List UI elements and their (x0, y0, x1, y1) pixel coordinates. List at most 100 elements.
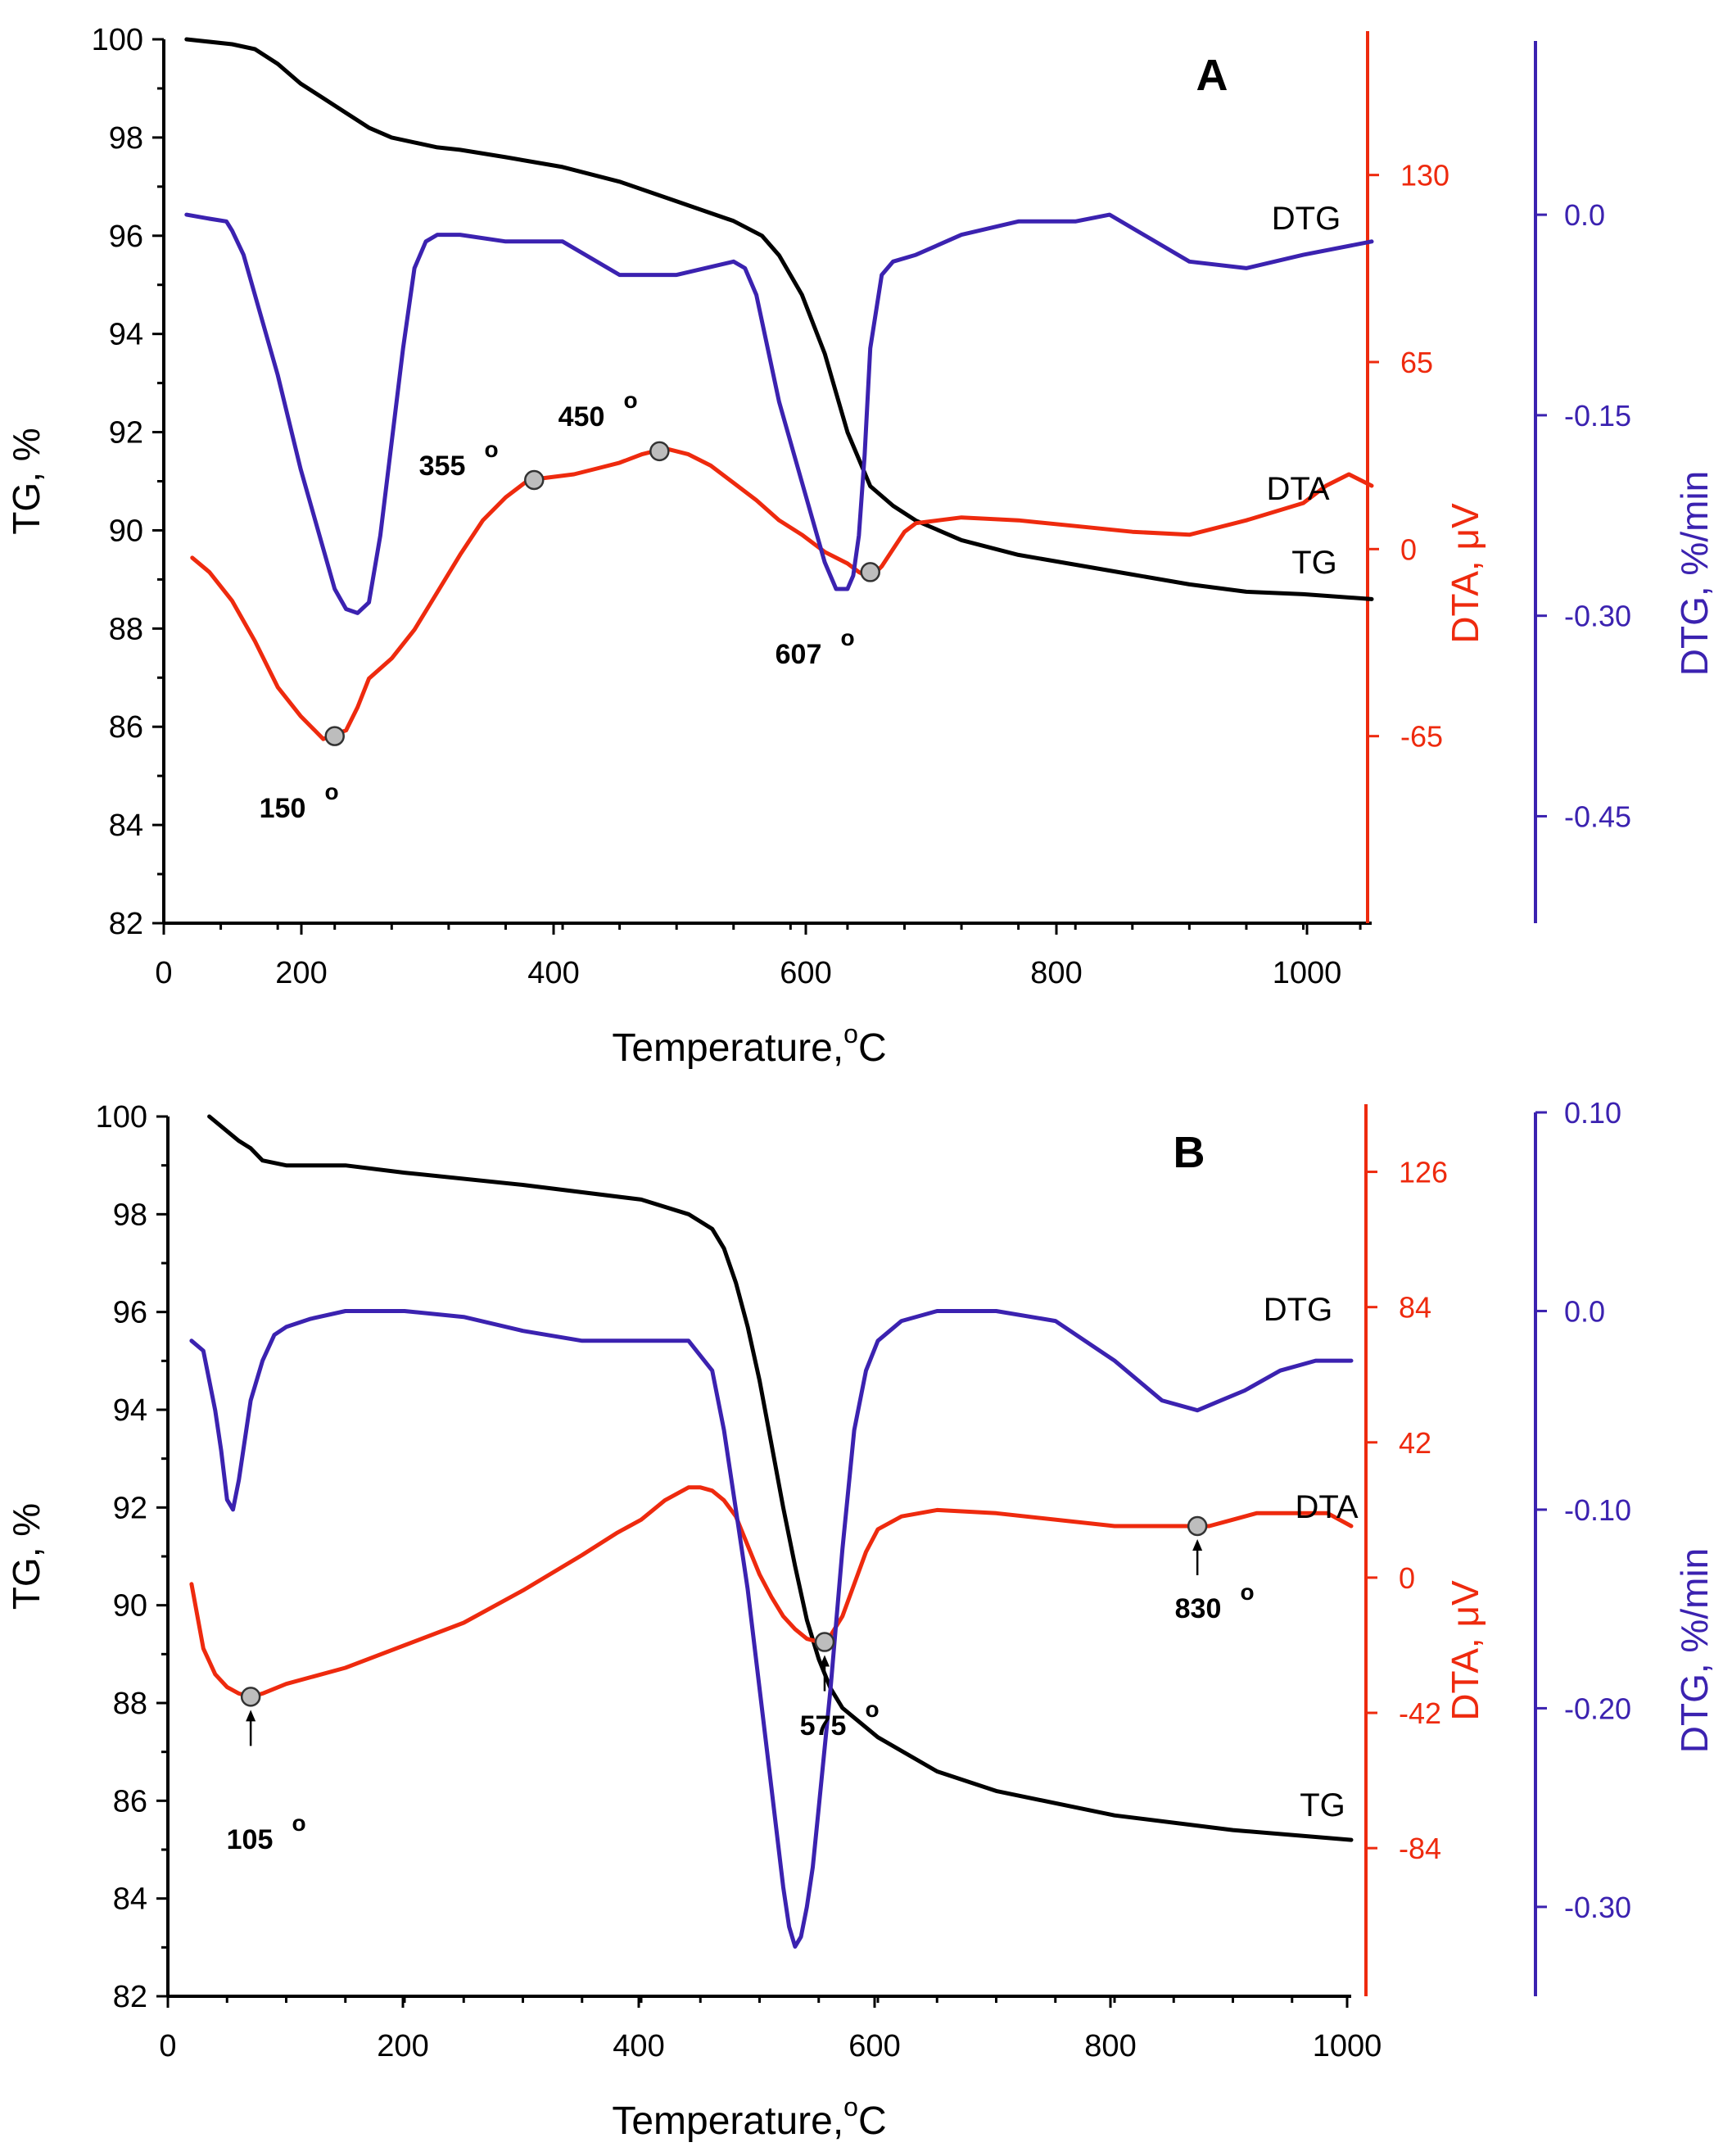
y-dtg-tick-label: -0.15 (1564, 399, 1631, 433)
y-left-tick-label: 94 (109, 318, 143, 352)
x-tick-label: 0 (159, 2029, 176, 2063)
y-dtg-tick-label: 0.0 (1564, 198, 1605, 232)
y-left-tick-label: 94 (113, 1393, 147, 1428)
annotation-marker (324, 726, 345, 746)
y-dta-tick-label: -84 (1399, 1832, 1441, 1865)
annotation-label: 830 (1175, 1593, 1222, 1624)
x-tick-label: 1000 (1313, 2029, 1382, 2063)
curve-label-tg: TG (1291, 545, 1337, 581)
annotation-marker (814, 1632, 835, 1652)
annotation-degree: o (1240, 1579, 1254, 1605)
x-axis-title: Temperature,oC (612, 1019, 886, 1070)
y-left-tick-label: 82 (113, 1980, 147, 2014)
annotation-label: 150 (260, 793, 306, 824)
y-left-tick-label: 96 (109, 220, 143, 254)
annotation-degree: o (292, 1810, 305, 1836)
x-tick-label: 0 (155, 956, 172, 990)
y-dta-tick-label: 0 (1400, 532, 1417, 566)
annotation-arrowhead (819, 1655, 830, 1667)
annotation-marker (860, 562, 880, 582)
y-left-tick-label: 98 (109, 121, 143, 156)
y-left-axis-title: TG, % (5, 428, 47, 534)
curve-label-dtg: DTG (1264, 1292, 1332, 1328)
x-tick-label: 800 (1030, 956, 1082, 990)
annotation-label: 575 (800, 1710, 847, 1742)
y-dta-tick-label: 84 (1399, 1291, 1431, 1325)
y-dtg-tick-label: -0.20 (1564, 1692, 1631, 1725)
y-dta-axis-title: DTA, μV (1444, 503, 1486, 644)
annotation-label: 105 (227, 1824, 274, 1855)
y-dtg-axis-title: DTG, %/min (1673, 471, 1716, 676)
y-dta-tick-label: 65 (1400, 346, 1433, 379)
y-left-tick-label: 98 (113, 1198, 147, 1232)
panel-label: B (1174, 1128, 1205, 1177)
x-tick-label: 400 (613, 2029, 664, 2063)
y-dta-tick-label: 126 (1399, 1156, 1448, 1189)
y-left-tick-label: 96 (113, 1296, 147, 1330)
y-left-tick-label: 86 (109, 710, 143, 745)
x-tick-label: 200 (377, 2029, 428, 2063)
y-dtg-tick-label: 0.10 (1564, 1096, 1621, 1130)
annotation-degree: o (840, 625, 854, 650)
y-left-tick-label: 100 (92, 23, 143, 57)
annotation-degree: o (324, 779, 338, 804)
curve-label-dta: DTA (1295, 1489, 1358, 1525)
x-tick-label: 400 (527, 956, 579, 990)
x-axis-title: Temperature,oC (612, 2092, 886, 2143)
annotation-label: 355 (419, 451, 466, 482)
annotation-degree: o (623, 387, 637, 413)
x-tick-label: 1000 (1273, 956, 1342, 990)
chart-panel-a: 82 84 86 88 90 92 94 96 98 100 TG, % 0 200 400 600 800 1… (5, 23, 1716, 1070)
y-dtg-axis-title: DTG, %/min (1673, 1548, 1716, 1753)
y-left-axis-title: TG, % (5, 1503, 47, 1610)
y-left-tick-label: 88 (109, 612, 143, 646)
y-dta-tick-label: -42 (1399, 1696, 1441, 1730)
y-dtg-tick-label: -0.45 (1564, 799, 1631, 833)
y-dtg-tick-label: -0.10 (1564, 1493, 1631, 1527)
annotation-arrowhead (1192, 1539, 1203, 1551)
y-left-tick-label: 100 (96, 1100, 147, 1135)
y-left-tick-label: 86 (113, 1784, 147, 1819)
series-line-tg (184, 37, 1374, 601)
y-left-tick-label: 84 (113, 1882, 147, 1917)
y-dta-axis-title: DTA, μV (1444, 1580, 1486, 1721)
annotation-marker (649, 441, 670, 462)
y-dtg-tick-label: -0.30 (1564, 600, 1631, 633)
x-tick-label: 600 (848, 2029, 900, 2063)
curve-label-dta: DTA (1266, 471, 1329, 507)
chart-panel-b: 82 84 86 88 90 92 94 96 98 100 TG, % 0 200 400 600 800 1… (5, 1096, 1716, 2143)
annotation-arrowhead (246, 1710, 256, 1722)
y-dta-tick-label: 42 (1399, 1426, 1431, 1460)
annotation-marker (240, 1687, 261, 1707)
y-left-tick-label: 92 (113, 1491, 147, 1525)
y-dta-tick-label: -65 (1400, 720, 1443, 754)
annotation-degree: o (484, 437, 498, 462)
x-tick-label: 800 (1084, 2029, 1136, 2063)
y-left-tick-label: 88 (113, 1687, 147, 1721)
annotation-label: 450 (559, 401, 605, 433)
annotation-degree: o (865, 1696, 879, 1722)
series-line-dtg (184, 212, 1374, 615)
y-dtg-tick-label: 0.0 (1564, 1294, 1605, 1328)
y-left-tick-label: 92 (109, 416, 143, 451)
y-dtg-tick-label: -0.30 (1564, 1891, 1631, 1924)
x-tick-label: 200 (275, 956, 327, 990)
series-line-dtg (189, 1309, 1354, 1949)
panel-label: A (1196, 51, 1228, 100)
y-left-tick-label: 82 (109, 907, 143, 941)
y-left-tick-label: 84 (109, 808, 143, 843)
curve-label-tg: TG (1300, 1787, 1345, 1823)
y-left-tick-label: 90 (113, 1589, 147, 1624)
y-dta-tick-label: 130 (1400, 159, 1449, 192)
annotation-label: 607 (776, 639, 822, 670)
series-line-dta (190, 446, 1374, 741)
annotation-marker (1187, 1515, 1208, 1537)
curve-label-dtg: DTG (1272, 201, 1341, 237)
y-left-tick-label: 90 (109, 514, 143, 548)
series-line-dta (189, 1485, 1354, 1699)
annotation-marker (523, 469, 545, 491)
y-dta-tick-label: 0 (1399, 1561, 1415, 1595)
series-line-tg (207, 1114, 1354, 1842)
